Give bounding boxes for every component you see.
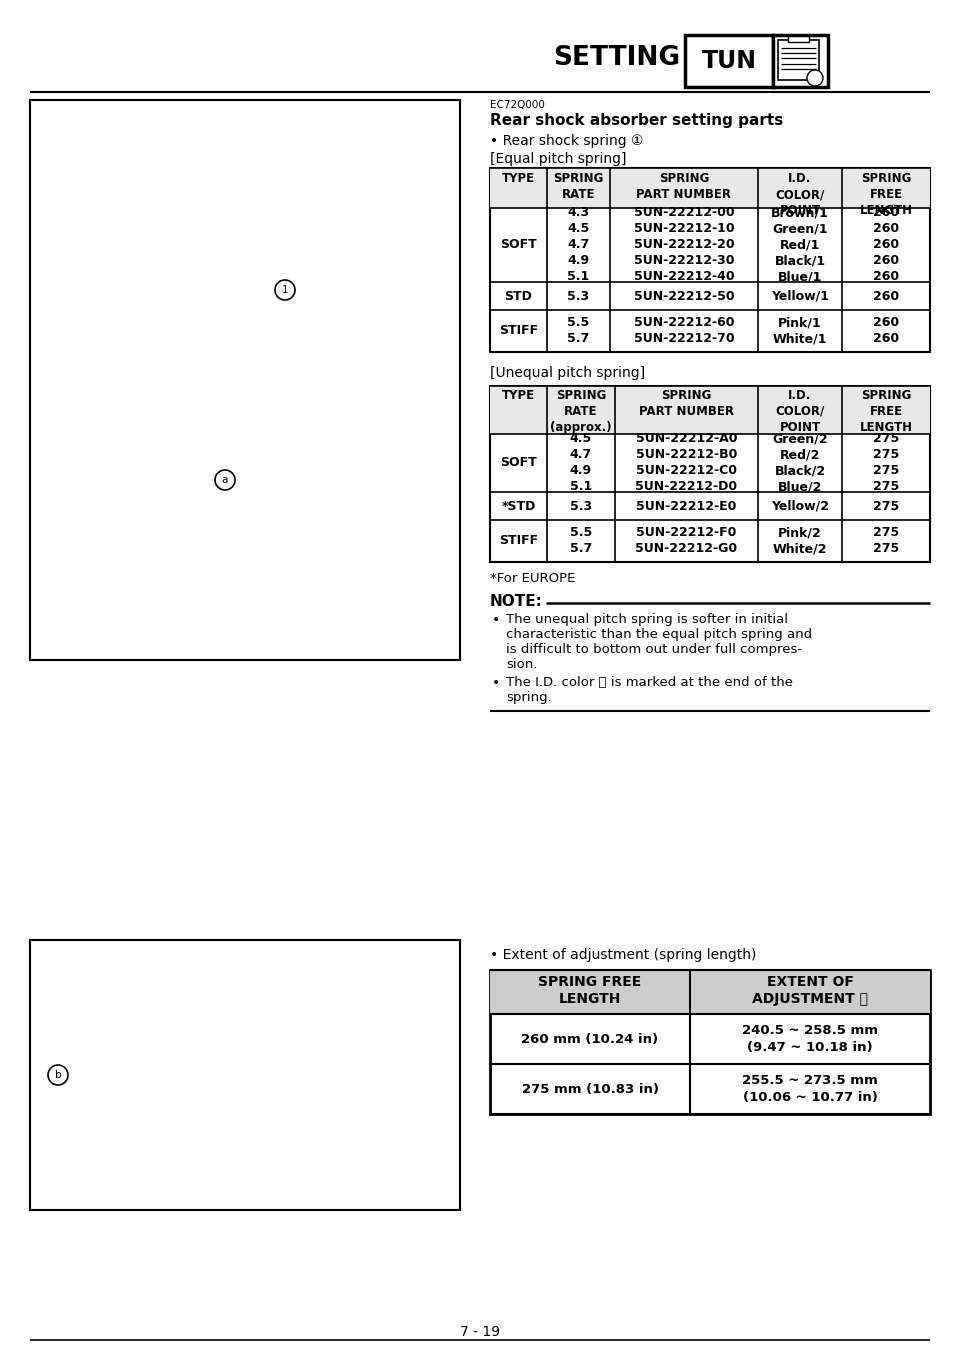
- Text: a: a: [222, 475, 228, 485]
- Text: 5UN-22212-50: 5UN-22212-50: [634, 289, 734, 303]
- Text: TUN: TUN: [702, 49, 756, 73]
- Text: • Extent of adjustment (spring length): • Extent of adjustment (spring length): [490, 948, 756, 961]
- Bar: [490, 970, 930, 1014]
- Text: 5UN-22212-60
5UN-22212-70: 5UN-22212-60 5UN-22212-70: [634, 316, 734, 345]
- Text: SPRING
FREE
LENGTH: SPRING FREE LENGTH: [859, 388, 913, 435]
- Bar: [773, 35, 828, 87]
- Text: 260
260
260
260
260: 260 260 260 260 260: [873, 206, 900, 284]
- Text: EC72Q000: EC72Q000: [490, 100, 545, 110]
- Text: • Rear shock spring ①: • Rear shock spring ①: [490, 134, 643, 148]
- Text: 5.5
5.7: 5.5 5.7: [567, 316, 589, 345]
- Text: 5UN-22212-00
5UN-22212-10
5UN-22212-20
5UN-22212-30
5UN-22212-40: 5UN-22212-00 5UN-22212-10 5UN-22212-20 5…: [634, 206, 734, 284]
- Text: 260: 260: [873, 289, 900, 303]
- Text: STIFF: STIFF: [499, 325, 538, 338]
- Text: SPRING
PART NUMBER: SPRING PART NUMBER: [636, 172, 732, 201]
- Text: 7 - 19: 7 - 19: [460, 1325, 500, 1339]
- Text: 275: 275: [873, 500, 900, 512]
- Text: sion.: sion.: [506, 659, 538, 671]
- Text: Yellow/1: Yellow/1: [771, 289, 829, 303]
- Text: STD: STD: [505, 289, 533, 303]
- Text: 260
260: 260 260: [873, 316, 900, 345]
- Bar: [490, 386, 930, 562]
- Text: The I.D. color ⓐ is marked at the end of the: The I.D. color ⓐ is marked at the end of…: [506, 676, 793, 689]
- Text: •: •: [492, 612, 500, 627]
- Text: is difficult to bottom out under full compres-: is difficult to bottom out under full co…: [506, 642, 803, 656]
- Text: 5UN-22212-E0: 5UN-22212-E0: [636, 500, 736, 512]
- Text: spring.: spring.: [506, 691, 552, 703]
- Text: 240.5 ~ 258.5 mm
(9.47 ~ 10.18 in): 240.5 ~ 258.5 mm (9.47 ~ 10.18 in): [742, 1024, 878, 1054]
- Text: [Equal pitch spring]: [Equal pitch spring]: [490, 152, 627, 166]
- Text: 260 mm (10.24 in): 260 mm (10.24 in): [521, 1032, 659, 1046]
- Bar: [778, 39, 819, 80]
- Text: TYPE: TYPE: [502, 172, 535, 185]
- Text: 4.3
4.5
4.7
4.9
5.1: 4.3 4.5 4.7 4.9 5.1: [567, 206, 589, 284]
- Text: *STD: *STD: [501, 500, 536, 512]
- Text: SPRING
RATE: SPRING RATE: [553, 172, 604, 201]
- Text: TYPE: TYPE: [502, 388, 535, 402]
- Text: 275
275
275
275: 275 275 275 275: [873, 432, 900, 493]
- Text: SPRING
FREE
LENGTH: SPRING FREE LENGTH: [859, 172, 913, 217]
- Text: SPRING
RATE
(approx.): SPRING RATE (approx.): [550, 388, 612, 435]
- Bar: [490, 386, 930, 435]
- Text: •: •: [492, 676, 500, 690]
- Text: [Unequal pitch spring]: [Unequal pitch spring]: [490, 367, 645, 380]
- Text: 5UN-22212-A0
5UN-22212-B0
5UN-22212-C0
5UN-22212-D0: 5UN-22212-A0 5UN-22212-B0 5UN-22212-C0 5…: [636, 432, 737, 493]
- Text: Yellow/2: Yellow/2: [771, 500, 829, 512]
- Text: Green/2
Red/2
Black/2
Blue/2: Green/2 Red/2 Black/2 Blue/2: [772, 432, 828, 493]
- Circle shape: [807, 71, 823, 86]
- Text: I.D.
COLOR/
POINT: I.D. COLOR/ POINT: [776, 172, 825, 217]
- Text: Pink/2
White/2: Pink/2 White/2: [773, 527, 828, 555]
- Text: *For EUROPE: *For EUROPE: [490, 572, 575, 585]
- Bar: [788, 37, 808, 42]
- Text: NOTE:: NOTE:: [490, 593, 542, 608]
- Bar: [490, 168, 930, 352]
- Bar: [490, 168, 930, 208]
- Bar: [30, 100, 460, 660]
- Text: Brown/1
Green/1
Red/1
Black/1
Blue/1: Brown/1 Green/1 Red/1 Black/1 Blue/1: [771, 206, 828, 284]
- Text: SETTING: SETTING: [553, 45, 680, 71]
- Text: Rear shock absorber setting parts: Rear shock absorber setting parts: [490, 113, 783, 128]
- Text: 1: 1: [281, 285, 288, 295]
- Text: 275
275: 275 275: [873, 527, 900, 555]
- Text: 5UN-22212-F0
5UN-22212-G0: 5UN-22212-F0 5UN-22212-G0: [636, 527, 737, 555]
- Text: SPRING FREE
LENGTH: SPRING FREE LENGTH: [539, 975, 641, 1006]
- Text: 255.5 ~ 273.5 mm
(10.06 ~ 10.77 in): 255.5 ~ 273.5 mm (10.06 ~ 10.77 in): [742, 1074, 877, 1104]
- Text: 5.3: 5.3: [570, 500, 592, 512]
- Text: characteristic than the equal pitch spring and: characteristic than the equal pitch spri…: [506, 627, 812, 641]
- Text: 5.5
5.7: 5.5 5.7: [570, 527, 592, 555]
- Text: SOFT: SOFT: [500, 239, 537, 251]
- Text: 4.5
4.7
4.9
5.1: 4.5 4.7 4.9 5.1: [570, 432, 592, 493]
- Text: I.D.
COLOR/
POINT: I.D. COLOR/ POINT: [776, 388, 825, 435]
- Text: SPRING
PART NUMBER: SPRING PART NUMBER: [639, 388, 734, 418]
- Text: STIFF: STIFF: [499, 535, 538, 547]
- Text: EXTENT OF
ADJUSTMENT ⓑ: EXTENT OF ADJUSTMENT ⓑ: [752, 975, 868, 1006]
- Text: 5.3: 5.3: [567, 289, 589, 303]
- Text: The unequal pitch spring is softer in initial: The unequal pitch spring is softer in in…: [506, 612, 788, 626]
- Bar: [685, 35, 773, 87]
- Bar: [490, 970, 930, 1114]
- Text: SOFT: SOFT: [500, 456, 537, 470]
- Text: b: b: [55, 1070, 61, 1080]
- Text: 275 mm (10.83 in): 275 mm (10.83 in): [521, 1082, 659, 1096]
- Text: Pink/1
White/1: Pink/1 White/1: [773, 316, 828, 345]
- Bar: [30, 940, 460, 1210]
